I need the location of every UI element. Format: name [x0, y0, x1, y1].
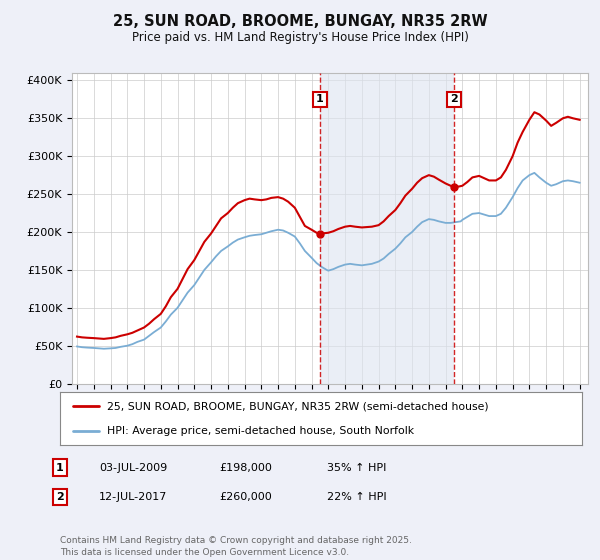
Text: HPI: Average price, semi-detached house, South Norfolk: HPI: Average price, semi-detached house,… [107, 426, 414, 436]
Text: 22% ↑ HPI: 22% ↑ HPI [327, 492, 386, 502]
Text: 35% ↑ HPI: 35% ↑ HPI [327, 463, 386, 473]
Text: 1: 1 [56, 463, 64, 473]
Text: 2: 2 [450, 94, 458, 104]
Text: 03-JUL-2009: 03-JUL-2009 [99, 463, 167, 473]
Text: £260,000: £260,000 [219, 492, 272, 502]
Text: £198,000: £198,000 [219, 463, 272, 473]
Text: Price paid vs. HM Land Registry's House Price Index (HPI): Price paid vs. HM Land Registry's House … [131, 31, 469, 44]
Text: 25, SUN ROAD, BROOME, BUNGAY, NR35 2RW (semi-detached house): 25, SUN ROAD, BROOME, BUNGAY, NR35 2RW (… [107, 402, 488, 412]
Text: 2: 2 [56, 492, 64, 502]
Text: 25, SUN ROAD, BROOME, BUNGAY, NR35 2RW: 25, SUN ROAD, BROOME, BUNGAY, NR35 2RW [113, 14, 487, 29]
Text: Contains HM Land Registry data © Crown copyright and database right 2025.
This d: Contains HM Land Registry data © Crown c… [60, 536, 412, 557]
Text: 12-JUL-2017: 12-JUL-2017 [99, 492, 167, 502]
Bar [320, 73, 454, 384]
Text: 1: 1 [316, 94, 324, 104]
